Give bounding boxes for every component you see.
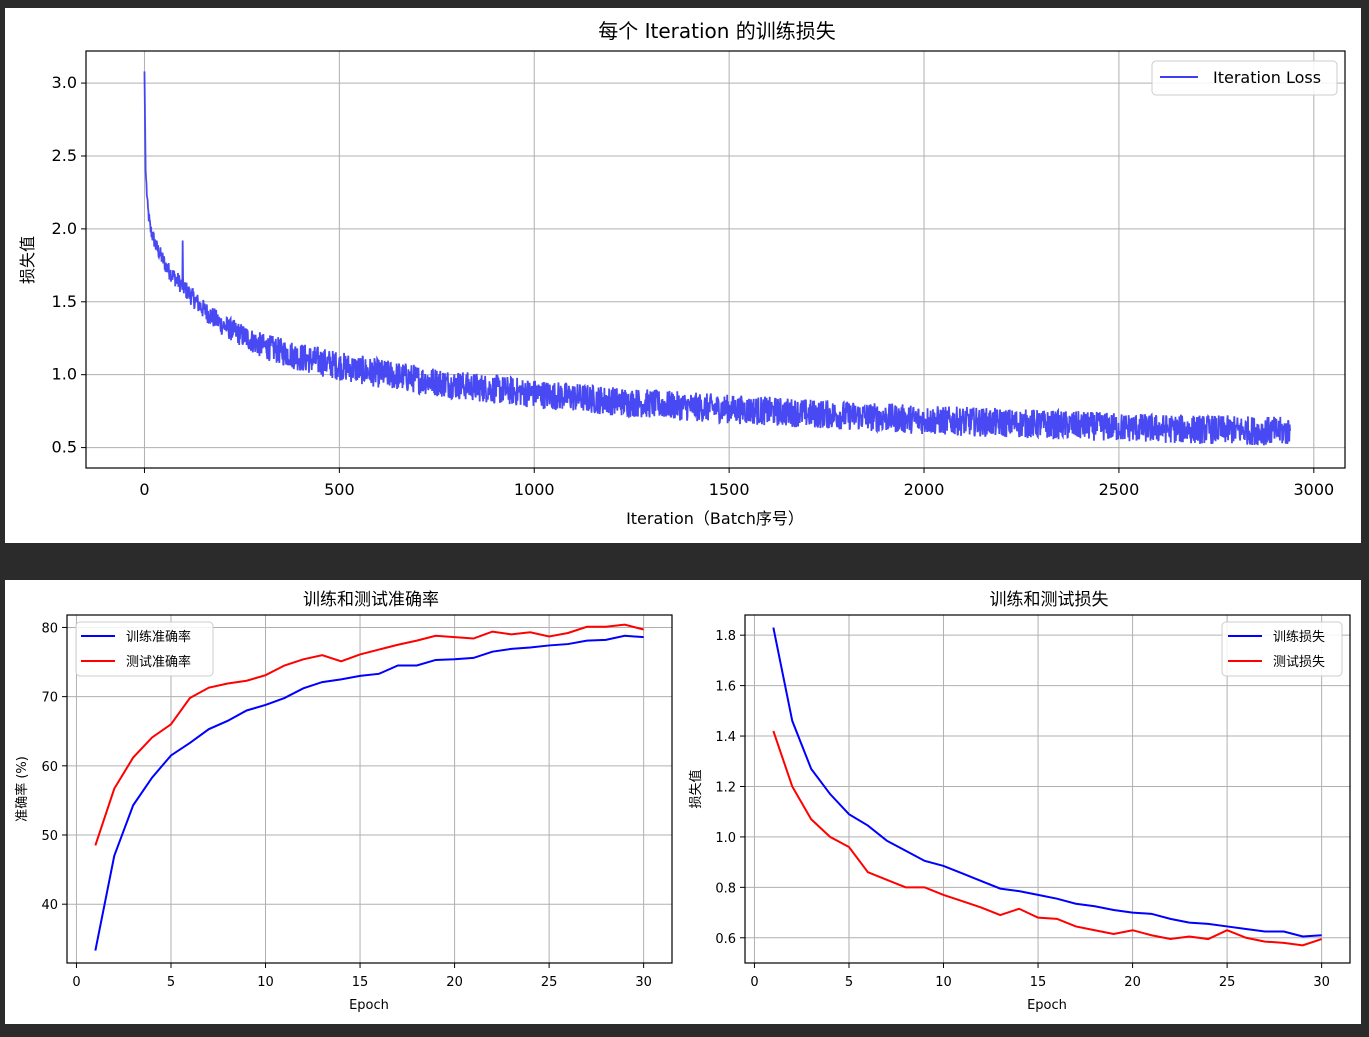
iteration-loss-panel: 每个 Iteration 的训练损失 0 500 1000 1500 2000 2500 3…	[5, 8, 1361, 543]
loss-x-tick-label: 10	[935, 975, 952, 990]
loss-y-tick-label: 0.6	[715, 932, 736, 947]
acc-y-tick-label: 40	[41, 898, 58, 913]
acc-y-tick-label: 50	[41, 829, 58, 844]
loss-x-tick-label: 15	[1030, 975, 1047, 990]
acc-y-tick-label: 80	[41, 621, 58, 636]
top-x-tick-label: 2500	[1099, 480, 1140, 499]
y-axis-label: 损失值	[18, 236, 37, 284]
acc-x-tick-label: 10	[257, 975, 274, 990]
acc-y-tick-label: 70	[41, 691, 58, 706]
loss-x-tick-label: 5	[845, 975, 853, 990]
acc-y-tick-label: 60	[41, 760, 58, 775]
accuracy-x-axis-label: Epoch	[349, 998, 389, 1013]
loss-y-tick-label: 1.2	[715, 780, 736, 795]
accuracy-legend: 训练准确率 测试准确率	[75, 621, 214, 677]
top-y-tick-label: 3.0	[52, 73, 77, 92]
top-x-tick-label: 1500	[709, 480, 750, 499]
loss-x-tick-label: 30	[1313, 975, 1330, 990]
top-y-tick-label: 0.5	[52, 438, 77, 457]
loss-y-tick-label: 0.8	[715, 881, 736, 896]
test-accuracy-line	[94, 623, 644, 846]
legend-label-test-loss: 测试损失	[1273, 655, 1325, 670]
loss-y-tick-label: 1.4	[715, 730, 736, 745]
x-axis-label: Iteration（Batch序号）	[626, 509, 804, 528]
loss-legend: 训练损失 测试损失	[1221, 621, 1343, 677]
top-y-tick-label: 1.0	[52, 365, 77, 384]
loss-y-tick-label: 1.8	[715, 629, 736, 644]
iteration-loss-line	[143, 71, 1291, 446]
loss-plot-frame	[744, 614, 1351, 964]
top-x-tick-label: 2000	[904, 480, 945, 499]
loss-y-axis-label: 损失值	[688, 769, 704, 808]
legend-label-test-acc: 测试准确率	[126, 654, 191, 670]
acc-x-tick-label: 25	[541, 975, 558, 990]
acc-x-tick-label: 20	[446, 975, 463, 990]
accuracy-chart-title: 训练和测试准确率	[303, 590, 439, 610]
top-x-tick-label: 3000	[1293, 480, 1334, 499]
legend-label-train-acc: 训练准确率	[126, 629, 191, 645]
loss-x-tick-label: 25	[1219, 975, 1236, 990]
loss-x-axis-label: Epoch	[1027, 998, 1067, 1013]
top-x-tick-label: 1000	[514, 480, 555, 499]
top-x-tick-label: 500	[324, 480, 355, 499]
chart-title: 每个 Iteration 的训练损失	[598, 19, 836, 43]
top-y-tick-label: 1.5	[52, 292, 77, 311]
test-loss-line	[772, 730, 1322, 947]
loss-x-tick-label: 20	[1124, 975, 1141, 990]
iteration-loss-chart: 每个 Iteration 的训练损失 0 500 1000 1500 2000 2500 3…	[18, 19, 1346, 528]
plot-frame	[85, 50, 1346, 469]
top-x-tick-label: 0	[139, 480, 149, 499]
loss-y-tick-label: 1.6	[715, 680, 736, 695]
accuracy-plot-frame	[66, 614, 673, 964]
legend: Iteration Loss	[1151, 60, 1338, 96]
loss-chart-title: 训练和测试损失	[990, 590, 1109, 610]
loss-y-tick-label: 1.0	[715, 831, 736, 846]
accuracy-y-axis-label: 准确率 (%)	[14, 756, 30, 822]
train-accuracy-line	[94, 634, 644, 951]
legend-label-train-loss: 训练损失	[1273, 630, 1325, 645]
top-y-tick-label: 2.0	[52, 219, 77, 238]
acc-x-tick-label: 30	[635, 975, 652, 990]
acc-x-tick-label: 5	[167, 975, 175, 990]
loss-x-tick-label: 0	[750, 975, 758, 990]
train-loss-line	[772, 627, 1322, 938]
epoch-charts-panel: 训练和测试准确率 0 5 10 15 20 25 30 40 50 60 70 80 Epoch 准确…	[5, 580, 1361, 1024]
top-y-tick-label: 2.5	[52, 146, 77, 165]
acc-x-tick-label: 15	[352, 975, 369, 990]
legend-label-iteration-loss: Iteration Loss	[1213, 68, 1321, 87]
acc-x-tick-label: 0	[72, 975, 80, 990]
